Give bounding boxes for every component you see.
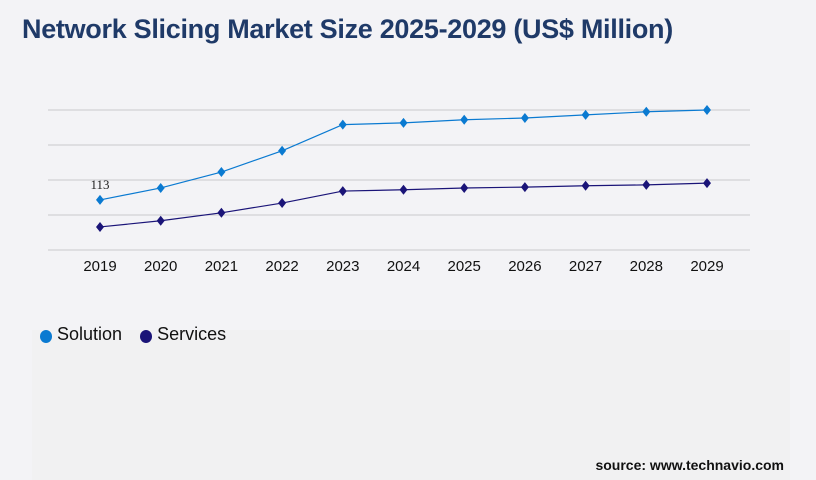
data-point bbox=[642, 179, 651, 190]
data-point bbox=[217, 207, 226, 218]
x-tick-label: 2021 bbox=[205, 258, 238, 275]
x-tick-label: 2022 bbox=[265, 258, 298, 275]
legend-item-services[interactable]: Services bbox=[140, 324, 226, 345]
data-point bbox=[399, 117, 408, 128]
data-point bbox=[520, 112, 529, 123]
lower-panel bbox=[32, 330, 790, 480]
legend-dot-icon bbox=[140, 330, 153, 343]
data-point bbox=[460, 182, 469, 193]
x-tick-label: 2029 bbox=[690, 258, 723, 275]
data-point bbox=[399, 184, 408, 195]
data-point bbox=[156, 215, 165, 226]
data-point bbox=[96, 221, 104, 232]
x-tick-label: 2027 bbox=[569, 258, 602, 275]
data-point bbox=[96, 194, 104, 205]
data-point bbox=[642, 106, 651, 117]
data-point bbox=[581, 109, 590, 120]
legend: Solution Services bbox=[40, 324, 226, 345]
data-point bbox=[278, 198, 287, 209]
data-point bbox=[217, 167, 226, 178]
source-text: source: www.technavio.com bbox=[595, 457, 784, 473]
x-tick-label: 2023 bbox=[326, 258, 359, 275]
data-point bbox=[278, 145, 287, 156]
x-tick-label: 2024 bbox=[387, 258, 420, 275]
data-point bbox=[338, 186, 347, 197]
data-point bbox=[156, 182, 165, 193]
x-tick-label: 2026 bbox=[508, 258, 541, 275]
chart-title: Network Slicing Market Size 2025-2029 (U… bbox=[22, 14, 673, 44]
legend-label: Services bbox=[157, 324, 227, 344]
x-tick-label: 2025 bbox=[448, 258, 481, 275]
data-point bbox=[460, 114, 469, 125]
line-chart: 2019 2020 2021 2022 2023 2024 2025 2026 2027 2028… bbox=[48, 105, 750, 275]
data-point bbox=[520, 182, 529, 193]
data-point bbox=[703, 105, 711, 115]
legend-dot-icon bbox=[40, 330, 52, 343]
legend-label: Solution bbox=[57, 324, 123, 344]
x-tick-label: 2020 bbox=[144, 258, 177, 275]
legend-item-solution[interactable]: Solution bbox=[40, 324, 122, 345]
data-point bbox=[703, 178, 711, 189]
data-point bbox=[581, 180, 590, 191]
data-label: 113 bbox=[90, 177, 109, 192]
x-tick-label: 2019 bbox=[83, 258, 116, 275]
x-tick-label: 2028 bbox=[630, 258, 663, 275]
data-point bbox=[338, 119, 347, 130]
